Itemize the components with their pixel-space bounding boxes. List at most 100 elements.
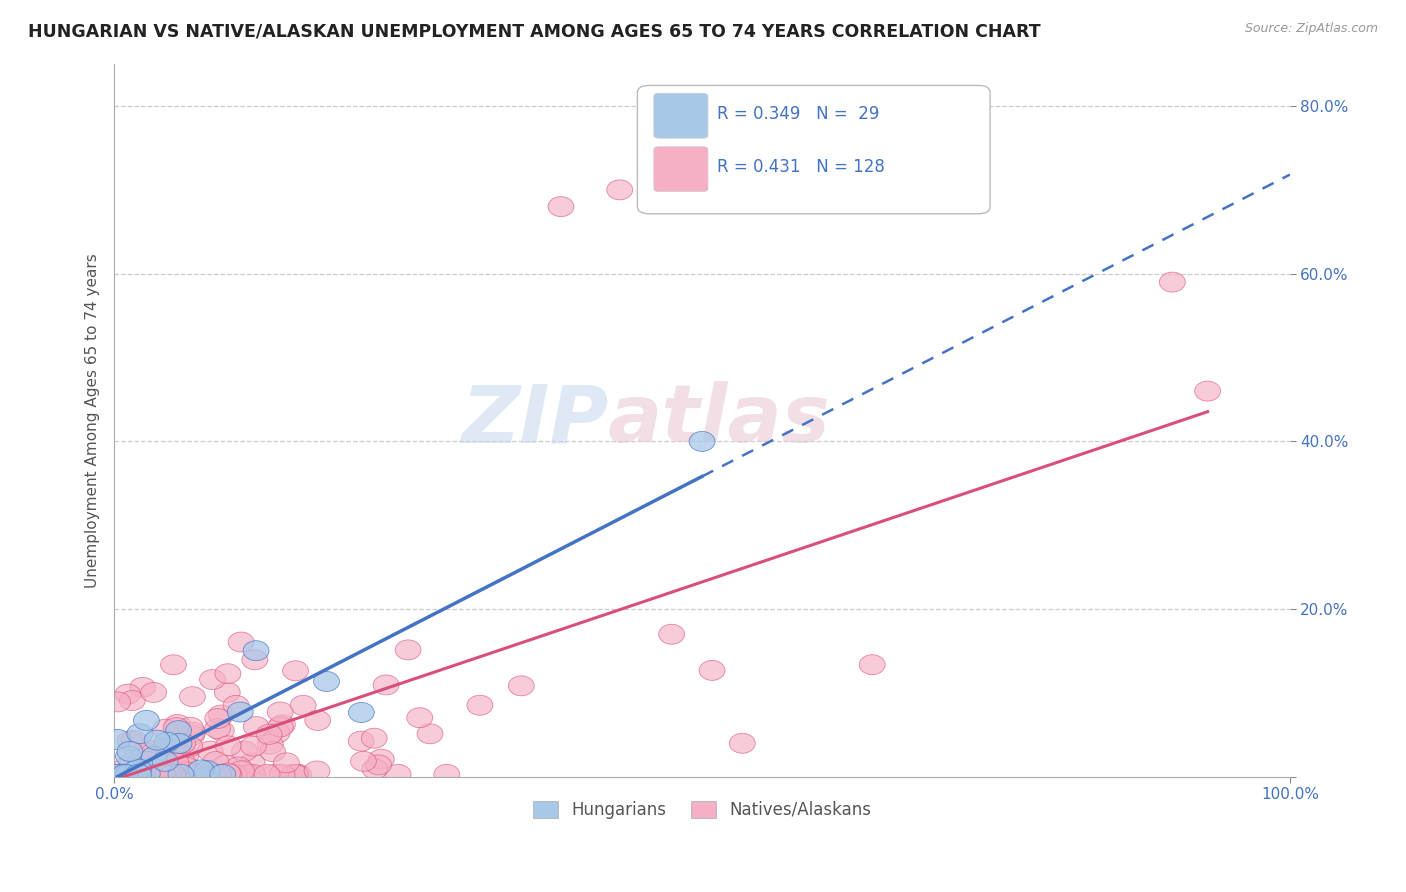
Ellipse shape (160, 747, 187, 766)
Ellipse shape (235, 764, 262, 784)
Ellipse shape (269, 764, 295, 784)
Ellipse shape (224, 696, 249, 715)
Ellipse shape (194, 761, 219, 780)
Ellipse shape (283, 764, 308, 784)
Ellipse shape (689, 432, 716, 451)
Ellipse shape (267, 717, 294, 737)
Ellipse shape (155, 738, 180, 757)
Ellipse shape (166, 733, 193, 754)
Ellipse shape (152, 751, 179, 772)
Ellipse shape (239, 764, 266, 784)
Ellipse shape (254, 764, 280, 784)
Ellipse shape (170, 733, 195, 754)
Ellipse shape (125, 759, 152, 779)
Ellipse shape (229, 761, 254, 780)
Ellipse shape (314, 672, 339, 691)
Ellipse shape (129, 677, 156, 698)
Ellipse shape (509, 676, 534, 696)
Legend: Hungarians, Natives/Alaskans: Hungarians, Natives/Alaskans (526, 794, 877, 826)
Ellipse shape (202, 752, 229, 772)
Ellipse shape (125, 764, 150, 784)
Ellipse shape (156, 738, 183, 758)
FancyBboxPatch shape (654, 147, 709, 192)
Ellipse shape (418, 723, 443, 744)
Ellipse shape (212, 755, 238, 775)
Ellipse shape (180, 723, 205, 742)
Ellipse shape (150, 764, 176, 784)
Ellipse shape (228, 702, 253, 722)
Ellipse shape (138, 740, 163, 761)
Ellipse shape (730, 733, 755, 753)
Text: R = 0.431   N = 128: R = 0.431 N = 128 (717, 159, 886, 177)
Ellipse shape (205, 708, 231, 729)
Ellipse shape (115, 747, 142, 766)
Ellipse shape (283, 661, 308, 681)
Ellipse shape (105, 764, 131, 784)
Ellipse shape (105, 692, 131, 712)
Ellipse shape (173, 762, 198, 781)
Ellipse shape (107, 764, 134, 784)
Ellipse shape (141, 747, 167, 767)
Ellipse shape (105, 730, 131, 749)
Ellipse shape (368, 749, 394, 769)
Ellipse shape (232, 741, 257, 761)
Ellipse shape (304, 761, 330, 780)
Ellipse shape (128, 764, 153, 784)
Ellipse shape (239, 753, 266, 773)
Ellipse shape (350, 751, 377, 772)
Ellipse shape (406, 707, 433, 728)
Ellipse shape (194, 764, 221, 784)
Ellipse shape (1160, 272, 1185, 292)
Ellipse shape (117, 741, 143, 762)
Ellipse shape (135, 764, 160, 784)
Ellipse shape (274, 753, 299, 772)
Ellipse shape (163, 753, 188, 772)
Ellipse shape (209, 764, 236, 784)
Ellipse shape (361, 759, 388, 779)
Ellipse shape (127, 723, 153, 744)
Ellipse shape (349, 731, 374, 751)
Ellipse shape (152, 719, 179, 739)
Ellipse shape (1195, 381, 1220, 401)
Ellipse shape (134, 751, 160, 772)
FancyBboxPatch shape (654, 94, 709, 138)
Ellipse shape (177, 737, 202, 756)
Ellipse shape (156, 764, 181, 784)
Ellipse shape (173, 757, 198, 777)
Ellipse shape (366, 755, 391, 775)
Ellipse shape (167, 764, 194, 784)
Ellipse shape (150, 764, 176, 784)
Ellipse shape (110, 764, 136, 784)
Text: atlas: atlas (607, 382, 831, 459)
Ellipse shape (156, 764, 181, 784)
Y-axis label: Unemployment Among Ages 65 to 74 years: Unemployment Among Ages 65 to 74 years (86, 253, 100, 588)
Ellipse shape (215, 736, 242, 756)
Ellipse shape (117, 731, 143, 751)
Ellipse shape (170, 754, 197, 773)
Ellipse shape (173, 746, 198, 765)
Ellipse shape (263, 764, 288, 784)
Ellipse shape (172, 764, 197, 784)
Ellipse shape (160, 655, 187, 674)
Ellipse shape (118, 753, 145, 772)
Ellipse shape (181, 764, 207, 784)
Ellipse shape (434, 764, 460, 784)
Ellipse shape (658, 624, 685, 644)
Ellipse shape (270, 714, 295, 735)
Ellipse shape (202, 764, 228, 784)
Ellipse shape (281, 764, 307, 784)
Ellipse shape (179, 725, 205, 745)
Ellipse shape (124, 759, 150, 780)
Ellipse shape (163, 717, 190, 738)
Ellipse shape (120, 690, 145, 711)
Ellipse shape (859, 655, 886, 674)
Ellipse shape (141, 761, 166, 780)
Ellipse shape (125, 764, 152, 784)
Text: ZIP: ZIP (461, 382, 607, 459)
FancyBboxPatch shape (637, 86, 990, 214)
Text: R = 0.349   N =  29: R = 0.349 N = 29 (717, 105, 880, 123)
Ellipse shape (118, 764, 143, 784)
Ellipse shape (395, 640, 420, 660)
Ellipse shape (153, 732, 180, 752)
Ellipse shape (225, 757, 252, 777)
